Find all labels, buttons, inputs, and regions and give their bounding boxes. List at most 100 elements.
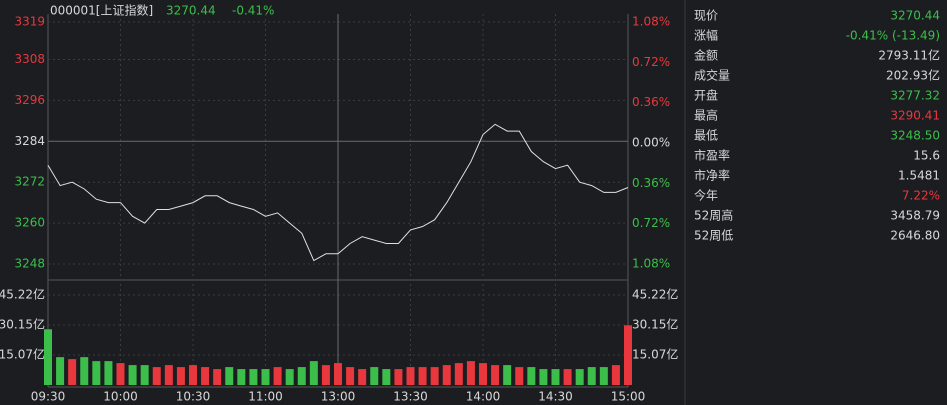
x-tick-label: 14:30 <box>538 390 573 404</box>
quote-label: 现价 <box>694 9 718 23</box>
volume-bar <box>237 369 246 385</box>
index-name: 000001[上证指数] <box>50 3 153 18</box>
volume-bar <box>454 363 463 385</box>
price-line <box>47 123 629 262</box>
quote-label: 涨幅 <box>694 28 718 43</box>
quote-label: 开盘 <box>694 88 718 103</box>
volume-bar <box>527 367 536 385</box>
volume-bar <box>515 367 524 385</box>
volume-bar <box>68 359 77 385</box>
x-tick-label: 14:00 <box>466 390 501 404</box>
quote-value: 3290.41 <box>890 109 940 123</box>
volume-bar <box>430 367 439 385</box>
y-tick-label: 3248 <box>14 257 45 271</box>
volume-bar <box>189 365 197 385</box>
y-tick-label: 3284 <box>14 134 45 148</box>
y-tick-label: 3296 <box>14 93 45 107</box>
volume-bar <box>539 369 548 385</box>
volume-bar <box>624 325 632 385</box>
quote-label: 市净率 <box>694 168 730 183</box>
volume-bar <box>297 367 306 385</box>
volume-bar <box>56 357 65 385</box>
volume-tick-label: 45.22亿 <box>0 287 45 302</box>
quote-label: 52周高 <box>694 208 733 223</box>
quote-value: 3270.44 <box>890 9 940 23</box>
volume-bar <box>491 365 500 385</box>
volume-bar <box>575 369 584 385</box>
volume-bar <box>358 369 367 385</box>
volume-bar <box>201 367 210 385</box>
quote-label: 最低 <box>694 129 718 143</box>
volume-bar <box>406 367 415 385</box>
y2-tick-label: 0.36% <box>632 176 670 190</box>
volume-bar <box>587 367 596 385</box>
volume-bar <box>551 369 560 385</box>
quote-label: 最高 <box>694 108 718 123</box>
y2-tick-label: 1.08% <box>632 257 670 271</box>
x-tick-label: 09:30 <box>31 390 66 404</box>
y2-tick-label: 0.72% <box>632 55 670 69</box>
quote-value: 3248.50 <box>890 129 940 143</box>
quote-label: 市盈率 <box>694 148 730 163</box>
y-tick-label: 3272 <box>14 175 45 189</box>
volume-bar <box>44 329 52 385</box>
volume-tick-label: 15.07亿 <box>632 347 678 362</box>
volume-tick-label: 30.15亿 <box>0 316 45 331</box>
volume-bar <box>334 363 342 385</box>
volume-bar <box>394 369 403 385</box>
quote-label: 金额 <box>694 48 718 63</box>
volume-bar <box>370 367 379 385</box>
quote-value: 3277.32 <box>890 89 940 103</box>
volume-bar <box>261 369 270 385</box>
volume-bar <box>213 369 222 385</box>
volume-bar <box>321 365 330 385</box>
volume-bar <box>225 367 234 385</box>
quote-value: -0.41% (-13.49) <box>846 29 940 43</box>
volume-bar <box>104 361 113 385</box>
volume-tick-label: 30.15亿 <box>632 316 678 331</box>
quote-value: 202.93亿 <box>886 68 940 83</box>
volume-bar <box>418 367 427 385</box>
volume-bar <box>80 357 89 385</box>
y-tick-label: 3319 <box>14 15 45 29</box>
index-change: -0.41% <box>232 4 274 18</box>
volume-bar <box>140 365 149 385</box>
y2-tick-label: 0.00% <box>632 136 670 150</box>
y2-tick-label: 0.72% <box>632 216 670 230</box>
quote-value: 15.6 <box>913 149 940 163</box>
volume-bar <box>176 367 185 385</box>
quote-value: 2646.80 <box>890 229 940 243</box>
quote-label: 52周低 <box>694 229 733 243</box>
x-tick-label: 13:30 <box>393 390 428 404</box>
volume-bar <box>346 367 355 385</box>
volume-bar <box>479 363 487 385</box>
volume-bar <box>503 365 512 385</box>
x-tick-label: 10:00 <box>103 390 138 404</box>
volume-tick-label: 15.07亿 <box>0 347 45 362</box>
quote-label: 今年 <box>694 188 718 203</box>
volume-bar <box>466 361 475 385</box>
volume-bar <box>92 361 101 385</box>
y2-tick-label: 1.08% <box>632 15 670 29</box>
volume-bar <box>128 365 137 385</box>
quote-value: 7.22% <box>902 189 940 203</box>
volume-bar <box>599 367 608 385</box>
quote-value: 3458.79 <box>890 209 940 223</box>
volume-bar <box>285 369 294 385</box>
volume-bar <box>611 365 620 385</box>
volume-bar <box>442 365 451 385</box>
volume-bar <box>309 361 318 385</box>
y-tick-label: 3308 <box>14 52 45 66</box>
volume-bar <box>382 369 391 385</box>
quote-value: 1.5481 <box>898 169 940 183</box>
volume-bar <box>273 367 282 385</box>
y2-tick-label: 0.36% <box>632 95 670 109</box>
x-tick-label: 11:00 <box>248 390 283 404</box>
x-tick-label: 13:00 <box>321 390 356 404</box>
quote-label: 成交量 <box>694 68 730 83</box>
quote-value: 2793.11亿 <box>878 48 940 63</box>
volume-tick-label: 45.22亿 <box>632 287 678 302</box>
index-price: 3270.44 <box>166 4 216 18</box>
